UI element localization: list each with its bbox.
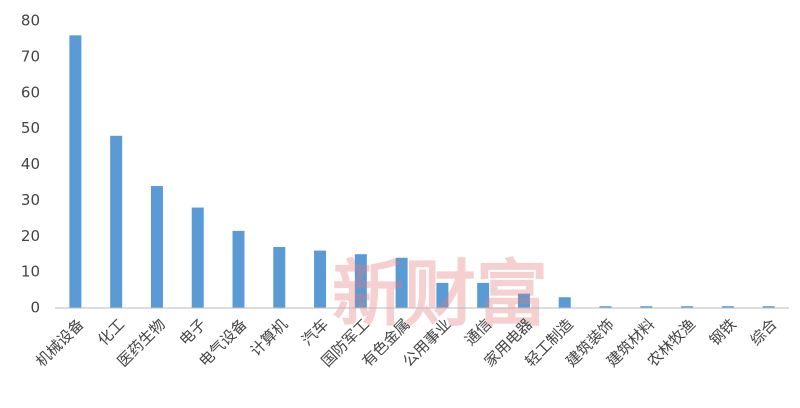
x-tick-label: 计算机	[247, 315, 292, 360]
x-tick-label: 电子	[176, 315, 210, 349]
bar	[232, 230, 245, 308]
bar	[558, 297, 571, 308]
watermark: 新财富	[332, 251, 548, 336]
y-tick-label: 40	[21, 155, 40, 173]
bar	[273, 247, 286, 308]
y-tick-label: 80	[21, 12, 40, 30]
bar	[354, 254, 367, 308]
bar	[191, 207, 204, 308]
bar	[681, 306, 694, 308]
y-tick-label: 70	[21, 47, 40, 65]
x-tick-label: 汽车	[298, 315, 332, 349]
bar	[69, 35, 82, 308]
bar	[721, 306, 734, 308]
bar	[436, 282, 449, 308]
bar	[762, 306, 775, 308]
bar	[599, 306, 612, 308]
y-tick-label: 50	[21, 119, 40, 137]
bar	[314, 250, 327, 308]
y-tick-label: 60	[21, 83, 40, 101]
x-tick-label: 机械设备	[32, 315, 87, 370]
bar	[395, 257, 408, 308]
bar	[110, 135, 123, 308]
x-tick-label: 钢铁	[706, 315, 740, 349]
bar	[477, 282, 490, 308]
bar	[517, 293, 530, 308]
bar	[150, 186, 163, 308]
bar	[640, 306, 653, 308]
x-tick-label: 化工	[94, 315, 128, 349]
y-tick-label: 0	[30, 299, 40, 317]
y-tick-label: 20	[21, 227, 40, 245]
x-tick-label: 综合	[747, 315, 781, 349]
y-tick-label: 30	[21, 191, 40, 209]
y-tick-label: 10	[21, 263, 40, 281]
